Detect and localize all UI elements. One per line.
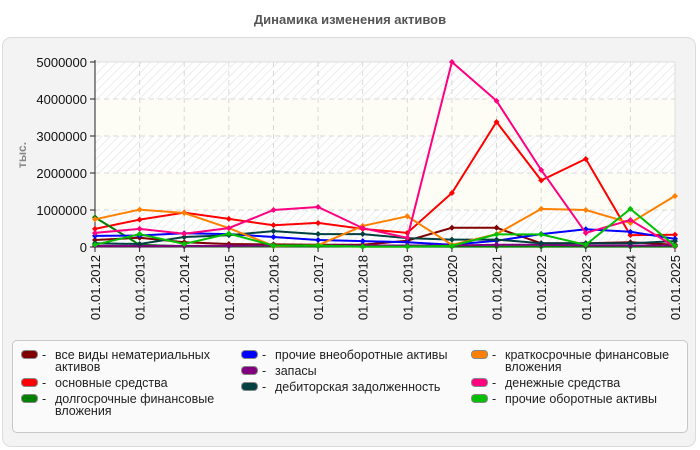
plot-background — [95, 62, 675, 247]
y-axis-label: тыс. — [15, 142, 29, 168]
legend-swatch — [471, 378, 488, 387]
svg-text:3000000: 3000000 — [36, 129, 87, 144]
legend-label: краткосрочные финансовые вложения — [505, 348, 670, 374]
line-chart: 0 1000000 2000000 3000000 4000000 5000000 01.0… — [15, 55, 683, 320]
svg-text:0: 0 — [80, 240, 87, 255]
legend-dash: - — [492, 376, 497, 390]
legend-item: - краткосрочные финансовые вложения — [463, 349, 688, 373]
legend-label: дебиторская задолженность — [275, 380, 441, 394]
series-lines — [92, 59, 678, 250]
legend-item: - основные средства — [13, 377, 238, 389]
legend-swatch — [471, 394, 488, 403]
legend-label: прочие оборотные активы — [505, 392, 657, 406]
legend-dash: - — [492, 348, 497, 362]
legend-dash: - — [262, 364, 267, 378]
legend-swatch — [21, 378, 38, 387]
chart-title: Динамика изменения активов — [253, 12, 447, 27]
svg-text:01.01.2013: 01.01.2013 — [133, 255, 148, 320]
legend-swatch — [471, 350, 488, 359]
svg-text:01.01.2021: 01.01.2021 — [490, 255, 505, 320]
svg-text:01.01.2015: 01.01.2015 — [222, 255, 237, 320]
legend-dash: - — [42, 376, 47, 390]
legend-item: - денежные средства — [463, 377, 688, 389]
axes: 0 1000000 2000000 3000000 4000000 5000000 01.0… — [36, 55, 683, 320]
legend-swatch — [21, 350, 38, 359]
svg-text:4000000: 4000000 — [36, 92, 87, 107]
legend-column-3: - краткосрочные финансовые вложения - денеж… — [463, 349, 688, 409]
legend-item: - прочие оборотные активы — [463, 393, 688, 405]
svg-text:01.01.2025: 01.01.2025 — [668, 255, 683, 320]
legend-label: прочие внеоборотные активы — [275, 348, 448, 362]
legend-dash: - — [492, 392, 497, 406]
legend-dash: - — [262, 348, 267, 362]
legend-swatch — [241, 350, 258, 359]
svg-text:01.01.2024: 01.01.2024 — [623, 255, 638, 320]
legend-item: - дебиторская задолженность — [233, 381, 468, 393]
svg-text:01.01.2012: 01.01.2012 — [88, 255, 103, 320]
legend-item: - запасы — [233, 365, 468, 377]
legend-column-1: - все виды нематериальных активов - основны… — [13, 349, 238, 421]
legend-label: денежные средства — [505, 376, 621, 390]
legend-dash: - — [262, 380, 267, 394]
svg-text:01.01.2019: 01.01.2019 — [400, 255, 415, 320]
svg-text:1000000: 1000000 — [36, 203, 87, 218]
legend-dash: - — [42, 392, 47, 406]
svg-text:2000000: 2000000 — [36, 166, 87, 181]
legend-item: - долгосрочные финансовые вложения — [13, 393, 238, 417]
legend-label: основные средства — [55, 376, 168, 390]
svg-text:01.01.2020: 01.01.2020 — [445, 255, 460, 320]
legend-swatch — [21, 394, 38, 403]
legend-item: - прочие внеоборотные активы — [233, 349, 468, 361]
svg-text:01.01.2016: 01.01.2016 — [266, 255, 281, 320]
svg-text:01.01.2018: 01.01.2018 — [356, 255, 371, 320]
svg-text:01.01.2014: 01.01.2014 — [177, 255, 192, 320]
legend-column-2: - прочие внеоборотные активы - запасы - дебит… — [233, 349, 468, 397]
svg-text:01.01.2023: 01.01.2023 — [579, 255, 594, 320]
legend-label: запасы — [275, 364, 317, 378]
legend-dash: - — [42, 348, 47, 362]
svg-text:5000000: 5000000 — [36, 55, 87, 70]
legend-item: - все виды нематериальных активов — [13, 349, 238, 373]
svg-text:01.01.2022: 01.01.2022 — [534, 255, 549, 320]
legend-label: долгосрочные финансовые вложения — [55, 392, 215, 418]
legend-swatch — [241, 366, 258, 375]
series-line — [92, 205, 678, 250]
svg-text:01.01.2017: 01.01.2017 — [311, 255, 326, 320]
legend-label: все виды нематериальных активов — [55, 348, 211, 374]
legend: - все виды нематериальных активов - основны… — [12, 340, 688, 433]
legend-swatch — [241, 382, 258, 391]
